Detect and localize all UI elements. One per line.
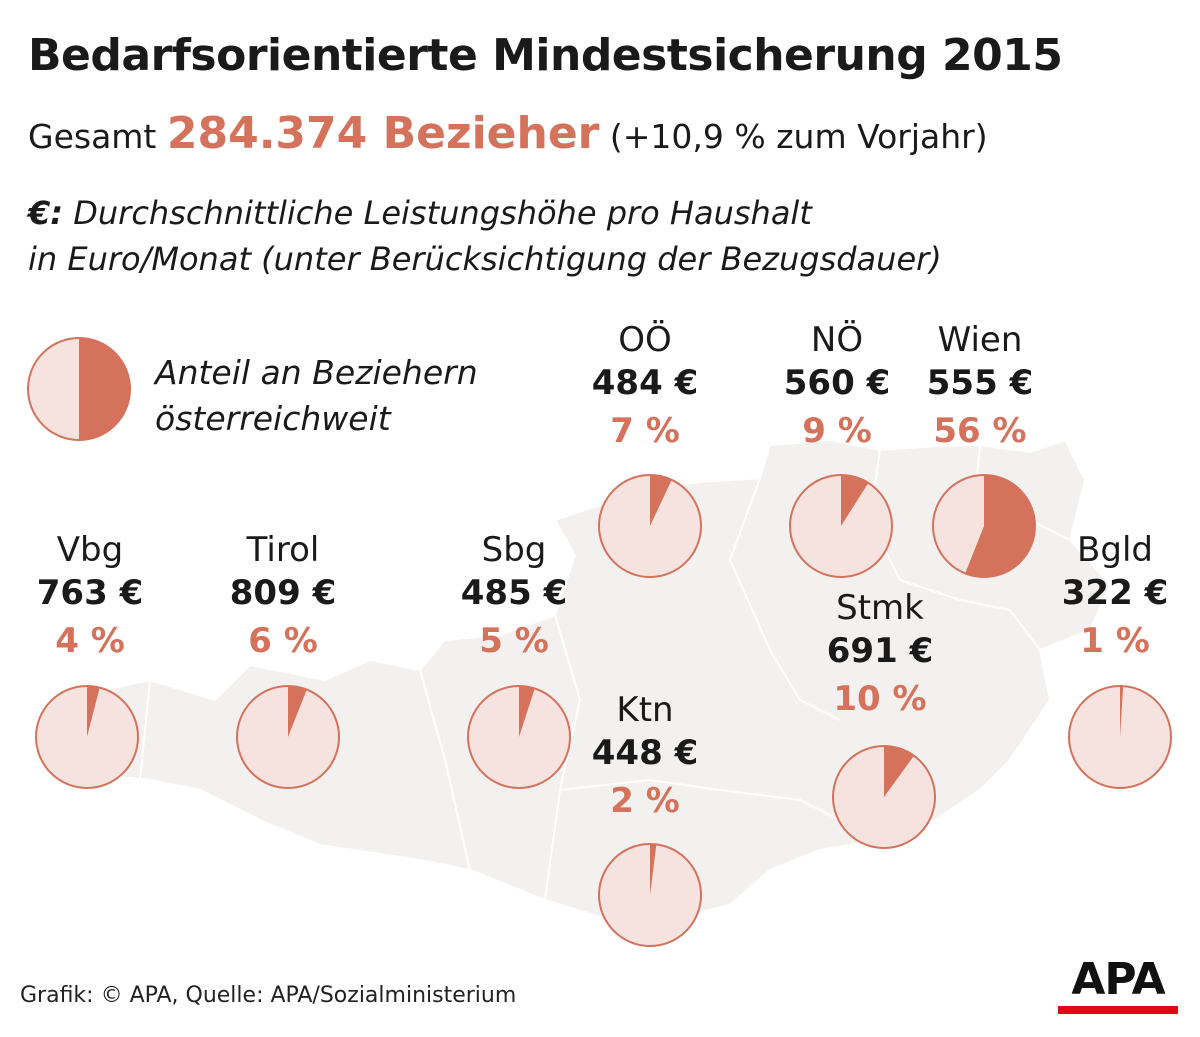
pie-ktn bbox=[598, 843, 702, 947]
pie-vbg-slice bbox=[87, 686, 100, 737]
pie-tirol-slice bbox=[288, 686, 307, 737]
region-share-ooe: 7 % bbox=[610, 411, 680, 451]
region-name-ooe: OÖ bbox=[618, 320, 672, 360]
pie-stmk-slice bbox=[884, 746, 914, 797]
region-value-noe: 560 € bbox=[783, 363, 891, 403]
legend-text: Anteil an Beziehern österreichweit bbox=[155, 350, 478, 442]
source-footer: Grafik: © APA, Quelle: APA/Sozialministe… bbox=[20, 983, 517, 1008]
subtitle-prefix: Gesamt bbox=[28, 117, 157, 156]
legend-pie bbox=[27, 337, 131, 441]
chart-title: Bedarfsorientierte Mindestsicherung 2015 bbox=[28, 30, 1063, 81]
legend-pie-slice bbox=[79, 338, 130, 440]
pie-bgld bbox=[1068, 685, 1172, 789]
apa-logo-bar bbox=[1058, 1006, 1178, 1014]
region-vbg: Vbg 763 € 4 % bbox=[0, 530, 180, 666]
apa-logo-text: APA bbox=[1071, 954, 1165, 1005]
region-share-stmk: 10 % bbox=[833, 679, 927, 719]
pie-bgld-slice bbox=[1120, 686, 1124, 737]
euro-symbol-label: €: bbox=[28, 194, 64, 232]
region-sbg: Sbg 485 € 5 % bbox=[424, 530, 604, 666]
total-recipients: 284.374 Bezieher bbox=[166, 108, 600, 159]
legend-line-1: Anteil an Beziehern bbox=[155, 353, 478, 392]
pie-wien bbox=[932, 474, 1036, 578]
region-share-vbg: 4 % bbox=[55, 621, 125, 661]
region-name-stmk: Stmk bbox=[836, 588, 924, 628]
pie-ooe-slice bbox=[650, 475, 672, 526]
region-value-tirol: 809 € bbox=[229, 573, 337, 613]
subtitle: Gesamt 284.374 Bezieher (+10,9 % zum Vor… bbox=[28, 108, 988, 159]
region-share-ktn: 2 % bbox=[610, 781, 680, 821]
region-share-bgld: 1 % bbox=[1080, 621, 1150, 661]
pie-noe-slice bbox=[841, 475, 869, 526]
pie-noe bbox=[789, 474, 893, 578]
region-stmk: Stmk 691 € 10 % bbox=[790, 588, 970, 724]
explanation-note: €: Durchschnittliche Leistungshöhe pro H… bbox=[28, 190, 942, 282]
region-bgld: Bgld 322 € 1 % bbox=[1025, 530, 1200, 666]
region-share-tirol: 6 % bbox=[248, 621, 318, 661]
pie-sbg bbox=[467, 685, 571, 789]
pie-stmk bbox=[832, 745, 936, 849]
pie-tirol bbox=[236, 685, 340, 789]
region-share-noe: 9 % bbox=[802, 411, 872, 451]
region-value-sbg: 485 € bbox=[460, 573, 568, 613]
change-vs-prior-year: (+10,9 % zum Vorjahr) bbox=[609, 117, 988, 156]
apa-logo: APA bbox=[1058, 954, 1178, 1014]
region-name-vbg: Vbg bbox=[56, 530, 124, 570]
region-value-stmk: 691 € bbox=[826, 631, 934, 671]
region-name-ktn: Ktn bbox=[616, 690, 674, 730]
legend-line-2: österreichweit bbox=[155, 399, 391, 438]
note-line-1: Durchschnittliche Leistungshöhe pro Haus… bbox=[73, 194, 812, 232]
region-value-ooe: 484 € bbox=[591, 363, 699, 403]
pie-vbg bbox=[35, 685, 139, 789]
region-share-wien: 56 % bbox=[933, 411, 1027, 451]
region-name-wien: Wien bbox=[937, 320, 1023, 360]
region-name-tirol: Tirol bbox=[246, 530, 320, 570]
region-share-sbg: 5 % bbox=[479, 621, 549, 661]
region-value-ktn: 448 € bbox=[591, 733, 699, 773]
region-value-wien: 555 € bbox=[926, 363, 1034, 403]
region-value-vbg: 763 € bbox=[36, 573, 144, 613]
pie-ooe bbox=[598, 474, 702, 578]
region-wien: Wien 555 € 56 % bbox=[890, 320, 1070, 456]
region-name-noe: NÖ bbox=[810, 320, 864, 360]
region-value-bgld: 322 € bbox=[1061, 573, 1169, 613]
region-noe: NÖ 560 € 9 % bbox=[747, 320, 927, 456]
pie-sbg-slice bbox=[519, 686, 535, 737]
region-name-bgld: Bgld bbox=[1077, 530, 1153, 570]
pie-ktn-slice bbox=[650, 844, 657, 895]
note-line-2: in Euro/Monat (unter Berücksichtigung de… bbox=[28, 240, 942, 278]
pie-wien-slice bbox=[965, 475, 1035, 577]
region-ktn: Ktn 448 € 2 % bbox=[555, 690, 735, 826]
region-name-sbg: Sbg bbox=[481, 530, 547, 570]
region-tirol: Tirol 809 € 6 % bbox=[193, 530, 373, 666]
region-ooe: OÖ 484 € 7 % bbox=[555, 320, 735, 456]
